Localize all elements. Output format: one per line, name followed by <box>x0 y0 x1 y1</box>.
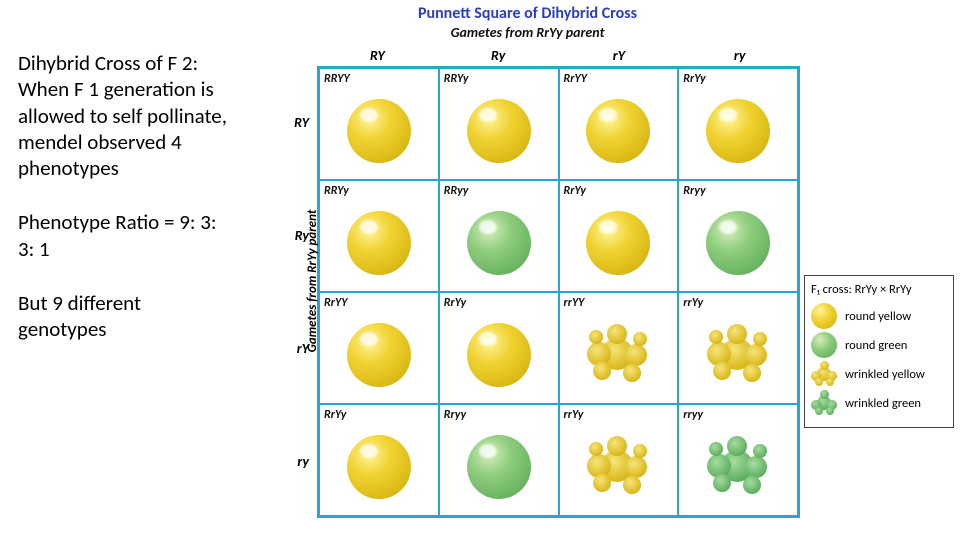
pea-round-yellow-icon <box>706 99 770 163</box>
legend-wrinkled-green-icon <box>811 390 837 416</box>
genotype-label: rrYy <box>564 408 674 422</box>
punnett-cell: RrYy <box>559 180 679 292</box>
punnett-cell: RRyy <box>439 180 559 292</box>
col-headers: RYRyrYry <box>317 43 800 66</box>
punnett-grid: RRYY RRYy RrYY RrYy RRYy RRyy RrYy Rryy RrYY RrYy… <box>317 66 800 518</box>
punnett-title: Punnett Square of Dihybrid Cross <box>255 4 800 23</box>
legend-label: wrinkled yellow <box>845 367 947 382</box>
genotype-label: RrYy <box>444 296 554 310</box>
pea-round-yellow-icon <box>347 211 411 275</box>
genotype-label: RrYy <box>324 408 434 422</box>
genotype-label: RRYy <box>444 72 554 86</box>
pea-round-yellow-icon <box>347 435 411 499</box>
genotype-label: Rryy <box>683 184 793 198</box>
pea-wrinkled-green-icon <box>705 436 771 498</box>
legend-label: round yellow <box>845 309 947 324</box>
description-text: Dihybrid Cross of F 2:When F 1 generatio… <box>18 50 228 370</box>
genotype-label: rryy <box>683 408 793 422</box>
legend-cross: F₁ cross: RrYy × RrYy <box>811 282 947 297</box>
pea-round-green-icon <box>467 435 531 499</box>
genotype-label: RRyy <box>444 184 554 198</box>
genotype-label: RrYy <box>564 184 674 198</box>
pea-round-green-icon <box>467 211 531 275</box>
pea-round-yellow-icon <box>586 211 650 275</box>
genotype-label: RrYY <box>564 72 674 86</box>
legend-round-green-icon <box>811 332 837 358</box>
pea-round-green-icon <box>706 211 770 275</box>
punnett-cell: rrYy <box>559 404 679 516</box>
punnett-cell: RrYy <box>319 404 439 516</box>
legend-box: F₁ cross: RrYy × RrYy round yellow round … <box>804 275 954 428</box>
desc-p3: But 9 different genotypes <box>18 290 228 343</box>
punnett-cell: RrYY <box>559 68 679 180</box>
pea-round-yellow-icon <box>467 323 531 387</box>
pea-round-yellow-icon <box>586 99 650 163</box>
punnett-square: Punnett Square of Dihybrid Cross Gametes… <box>255 4 800 518</box>
punnett-cell: RrYy <box>678 68 798 180</box>
punnett-cell: RrYY <box>319 292 439 404</box>
col-header: rY <box>559 43 680 66</box>
legend-item: round yellow <box>811 303 947 329</box>
punnett-cell: Rryy <box>678 180 798 292</box>
row-header: RY <box>255 66 317 179</box>
col-header: Ry <box>438 43 559 66</box>
punnett-cell: rryy <box>678 404 798 516</box>
desc-p1: Dihybrid Cross of F 2:When F 1 generatio… <box>18 50 228 181</box>
genotype-label: rrYY <box>564 296 674 310</box>
punnett-cell: RRYy <box>439 68 559 180</box>
legend-item: wrinkled green <box>811 390 947 416</box>
legend-item: round green <box>811 332 947 358</box>
punnett-cell: RRYy <box>319 180 439 292</box>
genotype-label: rrYy <box>683 296 793 310</box>
row-header: ry <box>255 405 317 518</box>
legend-label: wrinkled green <box>845 396 947 411</box>
pea-wrinkled-yellow-icon <box>585 324 651 386</box>
punnett-ylabel: Gametes from RrYy parent <box>305 209 320 352</box>
genotype-label: Rryy <box>444 408 554 422</box>
genotype-label: RrYy <box>683 72 793 86</box>
pea-wrinkled-yellow-icon <box>585 436 651 498</box>
pea-wrinkled-yellow-icon <box>705 324 771 386</box>
pea-round-yellow-icon <box>347 323 411 387</box>
pea-round-yellow-icon <box>467 99 531 163</box>
col-header: ry <box>679 43 800 66</box>
punnett-cell: RRYY <box>319 68 439 180</box>
desc-p2: Phenotype Ratio = 9: 3: 3: 1 <box>18 209 228 262</box>
genotype-label: RRYY <box>324 72 434 86</box>
punnett-cell: Rryy <box>439 404 559 516</box>
legend-label: round green <box>845 338 947 353</box>
genotype-label: RrYY <box>324 296 434 310</box>
genotype-label: RRYy <box>324 184 434 198</box>
legend-wrinkled-yellow-icon <box>811 361 837 387</box>
legend-round-yellow-icon <box>811 303 837 329</box>
pea-round-yellow-icon <box>347 99 411 163</box>
legend-item: wrinkled yellow <box>811 361 947 387</box>
col-header: RY <box>317 43 438 66</box>
punnett-cell: RrYy <box>439 292 559 404</box>
punnett-subtitle: Gametes from RrYy parent <box>255 24 800 41</box>
punnett-cell: rrYY <box>559 292 679 404</box>
punnett-cell: rrYy <box>678 292 798 404</box>
